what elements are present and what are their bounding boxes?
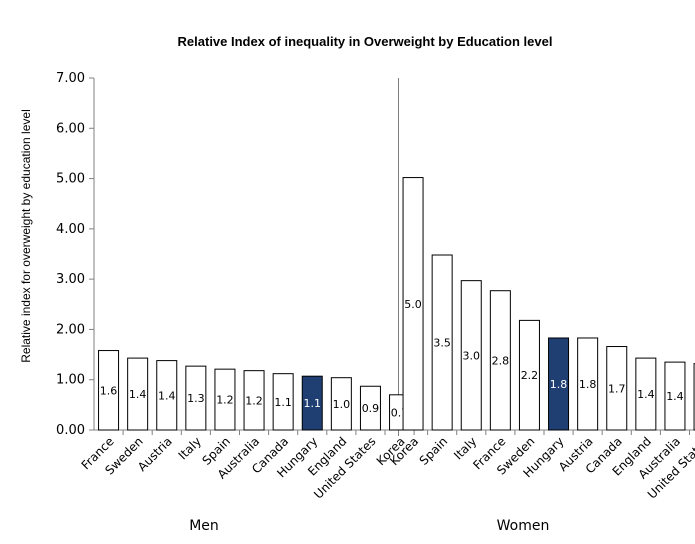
y-tick-label: 0.00 [56, 423, 85, 438]
y-tick-label: 3.00 [56, 272, 85, 287]
data-label: 2.2 [521, 369, 539, 382]
data-label: 1.4 [158, 389, 176, 402]
y-tick-label: 4.00 [56, 222, 85, 237]
bar [185, 365, 207, 431]
chart-title: Relative Index of inequality in Overweig… [177, 34, 553, 49]
bar [214, 368, 236, 431]
bar [460, 280, 482, 431]
data-label: 1.4 [666, 390, 684, 403]
data-label: 1.1 [274, 396, 292, 409]
group-label-women: Women [496, 518, 550, 534]
bar [156, 360, 178, 431]
bar [577, 337, 599, 431]
y-tick-label: 7.00 [56, 71, 85, 86]
bar [243, 370, 265, 431]
bar [272, 373, 294, 431]
bar [98, 350, 120, 431]
y-tick-label: 5.00 [56, 172, 85, 187]
data-label: 1.8 [550, 378, 568, 391]
data-label: 1.3 [187, 392, 205, 405]
data-label: 0.9 [362, 402, 380, 415]
bar [489, 290, 511, 431]
bar [548, 337, 570, 431]
bar [330, 377, 352, 431]
bar [431, 254, 453, 431]
bar [518, 319, 540, 431]
data-label: 1.2 [245, 394, 263, 407]
bar [606, 346, 628, 431]
data-label: 2.8 [492, 354, 510, 367]
data-label: 5.0 [404, 298, 422, 311]
x-tick-label: Spain [417, 434, 451, 468]
data-label: 1.2 [216, 394, 234, 407]
data-label: 1.6 [100, 384, 118, 397]
bar [402, 177, 424, 431]
bar [635, 357, 657, 431]
y-tick-label: 2.00 [56, 322, 85, 337]
data-label: 3.0 [463, 349, 481, 362]
group-label-men: Men [189, 518, 219, 534]
bar [664, 361, 686, 431]
y-tick-label: 1.00 [56, 373, 85, 388]
data-label: 1.4 [637, 388, 655, 401]
data-label: 1.1 [304, 397, 322, 410]
bar [127, 357, 149, 431]
data-label: 1.4 [129, 388, 147, 401]
bar [301, 375, 323, 431]
data-label: 1.7 [608, 382, 626, 395]
data-label: 1.0 [333, 398, 351, 411]
bar [359, 385, 381, 431]
data-label: 1.8 [579, 378, 597, 391]
data-label: 3.5 [433, 337, 451, 350]
y-tick-label: 6.00 [56, 121, 85, 136]
